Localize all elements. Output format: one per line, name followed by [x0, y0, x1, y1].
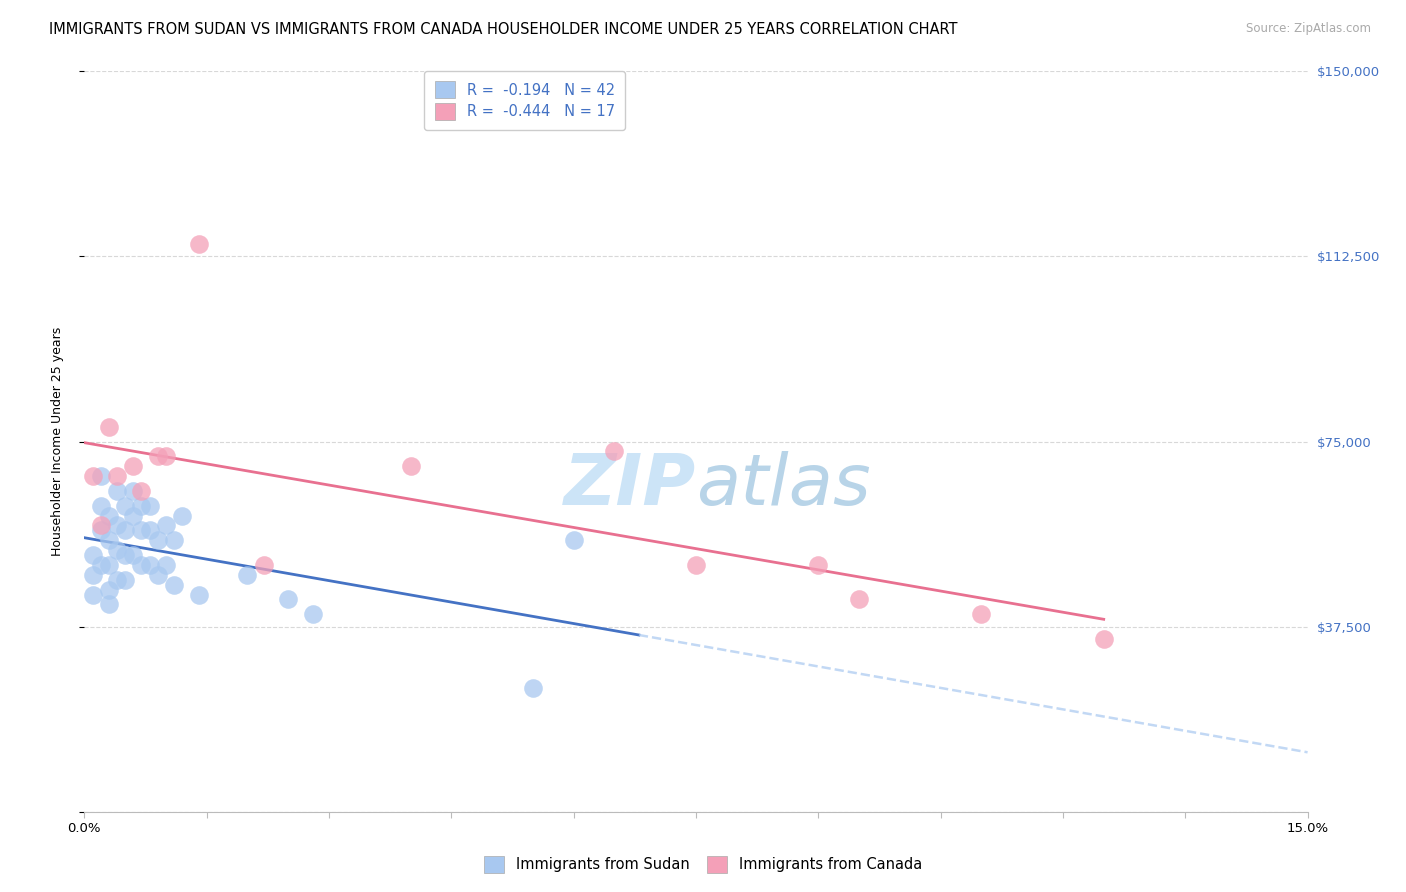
Point [1092, 632, 1115, 646]
Point [122, 459, 145, 474]
Point [562, 533, 585, 548]
Point [97, 419, 120, 434]
Point [187, 588, 209, 602]
Point [114, 499, 136, 513]
Point [90, 524, 112, 538]
Point [97, 582, 120, 597]
Legend: R =  -0.194   N = 42, R =  -0.444   N = 17: R = -0.194 N = 42, R = -0.444 N = 17 [425, 71, 626, 129]
Text: IMMIGRANTS FROM SUDAN VS IMMIGRANTS FROM CANADA HOUSEHOLDER INCOME UNDER 25 YEAR: IMMIGRANTS FROM SUDAN VS IMMIGRANTS FROM… [49, 22, 957, 37]
Point [82, 588, 104, 602]
Point [131, 499, 153, 513]
Point [114, 524, 136, 538]
Point [163, 533, 186, 548]
Point [90, 518, 112, 533]
Point [138, 499, 160, 513]
Point [105, 573, 128, 587]
Point [105, 469, 128, 483]
Point [97, 508, 120, 523]
Point [172, 508, 194, 523]
Point [90, 558, 112, 572]
Point [97, 598, 120, 612]
Point [399, 459, 422, 474]
Point [970, 607, 993, 622]
Point [277, 592, 299, 607]
Point [848, 592, 870, 607]
Point [155, 558, 177, 572]
Point [138, 524, 160, 538]
Point [105, 518, 128, 533]
Point [97, 558, 120, 572]
Point [685, 558, 707, 572]
Point [90, 499, 112, 513]
Point [82, 548, 104, 562]
Point [131, 558, 153, 572]
Point [301, 607, 323, 622]
Point [807, 558, 830, 572]
Point [146, 450, 169, 464]
Point [131, 483, 153, 498]
Point [82, 469, 104, 483]
Point [131, 524, 153, 538]
Point [138, 558, 160, 572]
Point [236, 567, 259, 582]
Point [253, 558, 276, 572]
Point [122, 548, 145, 562]
Text: atlas: atlas [696, 451, 870, 520]
Point [146, 567, 169, 582]
Point [114, 548, 136, 562]
Point [122, 508, 145, 523]
Point [522, 681, 544, 696]
Point [105, 543, 128, 558]
Point [155, 518, 177, 533]
Point [90, 469, 112, 483]
Point [155, 450, 177, 464]
Legend: Immigrants from Sudan, Immigrants from Canada: Immigrants from Sudan, Immigrants from C… [477, 849, 929, 880]
Point [97, 533, 120, 548]
Point [82, 567, 104, 582]
Text: ZIP: ZIP [564, 451, 696, 520]
Y-axis label: Householder Income Under 25 years: Householder Income Under 25 years [51, 326, 63, 557]
Point [163, 577, 186, 591]
Point [114, 573, 136, 587]
Text: Source: ZipAtlas.com: Source: ZipAtlas.com [1246, 22, 1371, 36]
Point [146, 533, 169, 548]
Point [105, 483, 128, 498]
Point [122, 483, 145, 498]
Point [603, 444, 626, 458]
Point [187, 237, 209, 252]
